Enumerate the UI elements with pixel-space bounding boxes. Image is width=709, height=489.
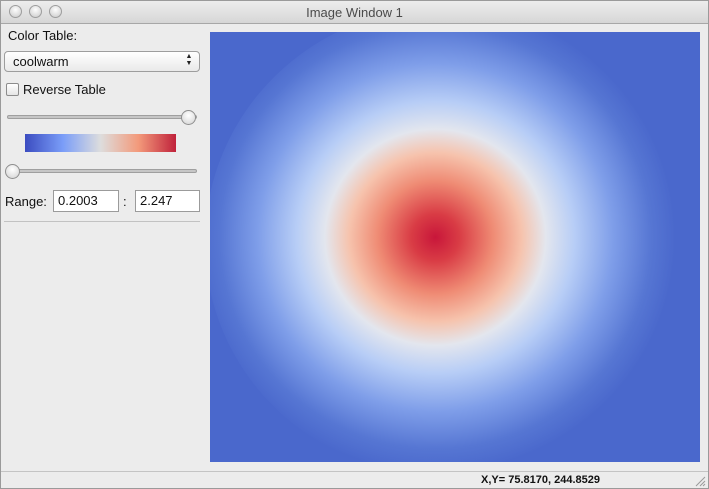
panel-divider xyxy=(4,221,200,222)
bottom-slider-knob[interactable] xyxy=(5,164,20,179)
status-bar: X,Y= 75.8170, 244.8529 xyxy=(1,471,708,489)
color-table-label: Color Table: xyxy=(8,28,78,43)
window-title: Image Window 1 xyxy=(306,5,403,20)
range-label: Range: xyxy=(5,194,47,209)
coordinate-readout: X,Y= 75.8170, 244.8529 xyxy=(481,474,600,486)
reverse-table-checkbox[interactable] xyxy=(6,83,19,96)
top-slider-track[interactable] xyxy=(7,115,197,119)
top-slider-knob[interactable] xyxy=(181,110,196,125)
reverse-table-label: Reverse Table xyxy=(23,82,106,97)
title-bar[interactable]: Image Window 1 xyxy=(1,1,708,24)
range-separator: : xyxy=(123,194,127,209)
image-canvas[interactable] xyxy=(210,32,700,462)
zoom-button[interactable] xyxy=(49,5,62,18)
color-table-select[interactable]: coolwarm ▲ ▼ xyxy=(4,51,200,72)
range-min-field[interactable]: 0.2003 xyxy=(53,190,119,212)
close-button[interactable] xyxy=(9,5,22,18)
resize-grip-icon[interactable] xyxy=(695,476,706,487)
bottom-slider-track[interactable] xyxy=(7,169,197,173)
up-down-arrows-icon: ▲ ▼ xyxy=(185,53,193,67)
minimize-button[interactable] xyxy=(29,5,42,18)
range-max-field[interactable]: 2.247 xyxy=(135,190,200,212)
color-table-value: coolwarm xyxy=(13,54,69,69)
colorbar xyxy=(25,134,176,152)
